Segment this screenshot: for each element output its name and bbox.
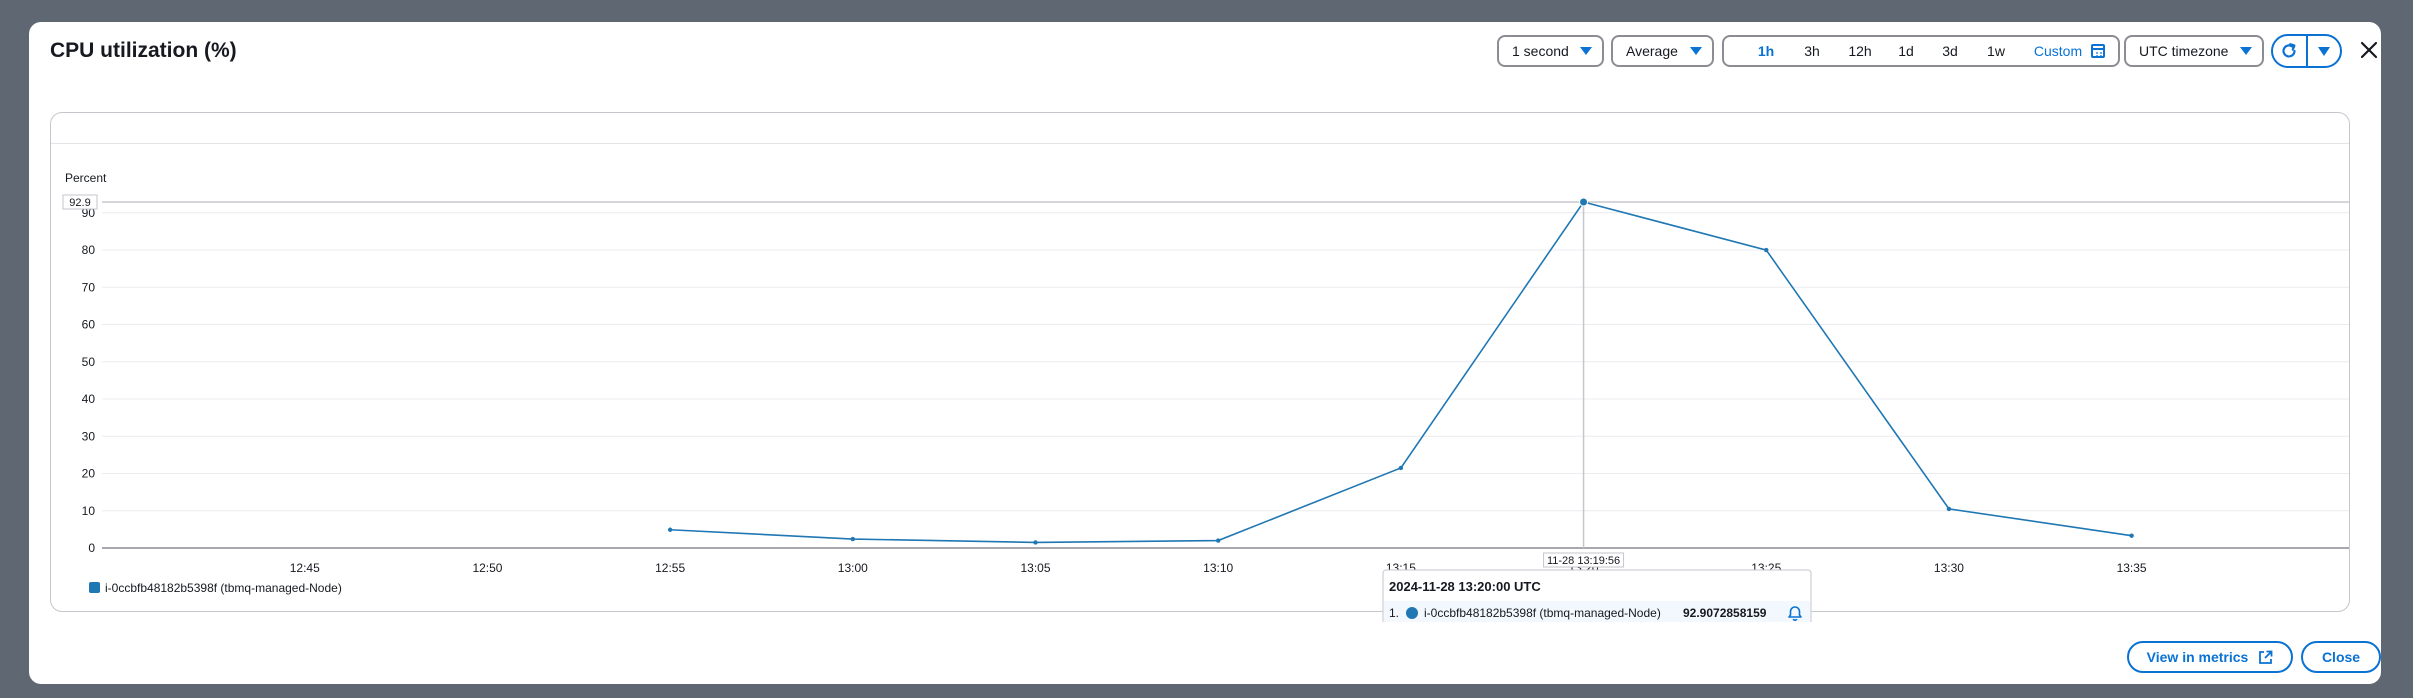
data-point[interactable] bbox=[850, 536, 856, 542]
caret-down-icon bbox=[1690, 47, 1702, 55]
time-range-selector: 1h 3h 12h 1d 3d 1w Custom bbox=[1722, 35, 2120, 67]
range-custom[interactable]: Custom bbox=[2033, 43, 2083, 59]
crosshair: 11-28 13:19:56 bbox=[1543, 202, 1625, 568]
x-tick-label: 13:00 bbox=[838, 561, 868, 575]
chart-legend: i-0ccbfb48182b5398f (tbmq-managed-Node) bbox=[89, 581, 342, 595]
legend-label[interactable]: i-0ccbfb48182b5398f (tbmq-managed-Node) bbox=[105, 581, 342, 595]
tooltip-series: i-0ccbfb48182b5398f (tbmq-managed-Node) bbox=[1424, 606, 1661, 620]
close-button-label: Close bbox=[2321, 649, 2361, 665]
y-max-badge bbox=[62, 194, 98, 210]
tooltip-index: 1. bbox=[1389, 606, 1399, 620]
x-tick-label: 12:45 bbox=[290, 561, 320, 575]
x-tick-label: 13:35 bbox=[2117, 561, 2147, 575]
data-point[interactable] bbox=[1579, 197, 1589, 207]
range-1w[interactable]: 1w bbox=[1987, 43, 2005, 59]
tooltip-title: 2024-11-28 13:20:00 UTC bbox=[1389, 579, 1541, 594]
y-tick-label: 70 bbox=[82, 280, 96, 294]
chart-tooltip: 2024-11-28 13:20:00 UTC 1. i-0ccbfb48182b5… bbox=[1382, 569, 1812, 622]
legend-swatch bbox=[89, 582, 100, 593]
x-tick-label: 13:30 bbox=[1934, 561, 1964, 575]
refresh-button-group bbox=[2271, 34, 2342, 68]
data-point[interactable] bbox=[1215, 538, 1221, 543]
period-select[interactable]: 1 second bbox=[1497, 35, 1604, 67]
widget-modal: CPU utilization (%) 1 second Average 1h … bbox=[29, 22, 2381, 684]
data-point[interactable] bbox=[1033, 540, 1038, 545]
range-3h[interactable]: 3h bbox=[1804, 43, 1820, 59]
crosshair-badge bbox=[1543, 552, 1625, 568]
y-tick-label: 20 bbox=[82, 467, 96, 481]
page-title: CPU utilization (%) bbox=[50, 39, 237, 62]
chart-grid bbox=[102, 201, 2349, 549]
close-button[interactable]: Close bbox=[2301, 641, 2381, 673]
series-group bbox=[667, 197, 2134, 545]
range-1h[interactable]: 1h bbox=[1757, 43, 1775, 59]
y-axis-label: Percent bbox=[65, 171, 107, 185]
tooltip-row bbox=[1384, 601, 1810, 622]
bell-icon[interactable] bbox=[1788, 606, 1802, 621]
x-tick-label: 13:10 bbox=[1203, 561, 1233, 575]
chart-header-divider bbox=[51, 143, 2349, 144]
y-tick-label: 50 bbox=[82, 355, 96, 369]
external-link-icon bbox=[2259, 650, 2273, 664]
data-point[interactable] bbox=[1398, 465, 1404, 471]
data-point[interactable] bbox=[1764, 247, 1769, 253]
crosshair-label: 11-28 13:19:56 bbox=[1547, 555, 1620, 567]
tooltip-value: 92.9072858159 bbox=[1683, 606, 1767, 620]
data-point[interactable] bbox=[667, 527, 673, 532]
calendar-icon[interactable] bbox=[2091, 44, 2105, 58]
range-1d[interactable]: 1d bbox=[1898, 43, 1914, 59]
x-tick-label: 12:55 bbox=[655, 561, 685, 575]
y-tick-label: 60 bbox=[82, 318, 96, 332]
button-divider bbox=[2306, 36, 2308, 66]
period-value: 1 second bbox=[1512, 43, 1569, 59]
y-tick-label: 40 bbox=[82, 392, 96, 406]
data-point[interactable] bbox=[2129, 533, 2134, 538]
timezone-select[interactable]: UTC timezone bbox=[2124, 35, 2264, 67]
statistic-select[interactable]: Average bbox=[1611, 35, 1714, 67]
y-tick-label: 10 bbox=[82, 504, 96, 518]
data-point[interactable] bbox=[1946, 506, 1952, 512]
chevron-down-icon[interactable] bbox=[2317, 46, 2331, 57]
y-tick-label: 0 bbox=[88, 541, 95, 555]
series-line bbox=[670, 201, 2132, 544]
y-max-label: 92.9 bbox=[69, 197, 90, 209]
y-tick-label: 80 bbox=[82, 243, 96, 257]
range-3d[interactable]: 3d bbox=[1942, 43, 1958, 59]
range-12h[interactable]: 12h bbox=[1848, 43, 1872, 59]
refresh-icon[interactable] bbox=[2279, 41, 2299, 61]
view-in-metrics-label: View in metrics bbox=[2146, 649, 2249, 665]
caret-down-icon bbox=[2240, 47, 2252, 55]
x-axis-ticks: 12:45 12:50 12:55 13:00 13:05 13:10 13:15 13:20… bbox=[290, 561, 2147, 575]
tooltip-swatch bbox=[1406, 607, 1418, 619]
close-icon[interactable] bbox=[2357, 38, 2381, 62]
x-tick-label: 12:50 bbox=[472, 561, 502, 575]
x-tick-label: 13:05 bbox=[1020, 561, 1050, 575]
statistic-value: Average bbox=[1626, 43, 1678, 59]
caret-down-icon bbox=[1580, 47, 1592, 55]
y-tick-label: 30 bbox=[82, 429, 96, 443]
timezone-value: UTC timezone bbox=[2139, 43, 2229, 59]
view-in-metrics-button[interactable]: View in metrics bbox=[2127, 641, 2293, 673]
